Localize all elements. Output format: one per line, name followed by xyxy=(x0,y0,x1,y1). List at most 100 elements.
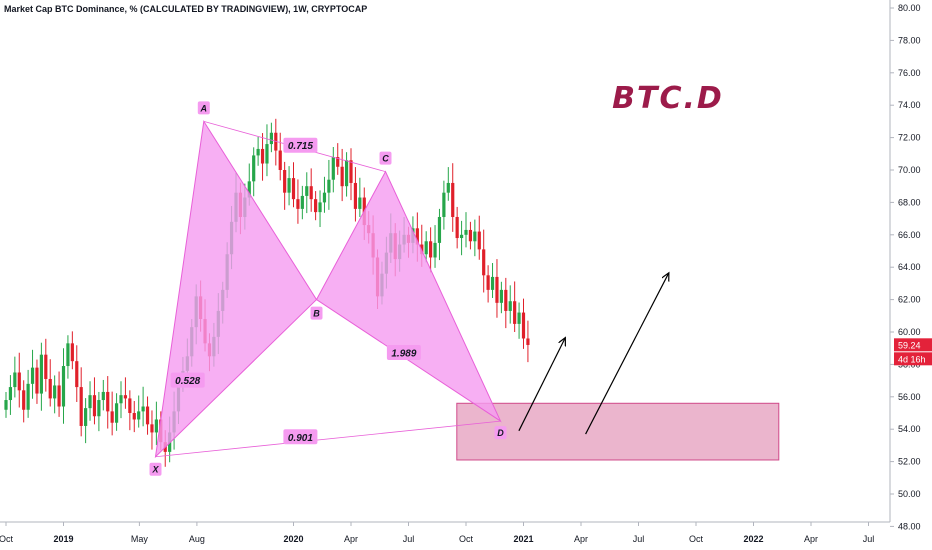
candle xyxy=(486,265,490,303)
y-tick-label: 56.00 xyxy=(898,392,921,402)
x-tick-label: 2020 xyxy=(283,534,303,544)
x-tick-label: Oct xyxy=(0,534,13,544)
candle xyxy=(495,259,499,318)
candle xyxy=(477,215,481,260)
pattern-point-x: X xyxy=(149,462,162,476)
candle-body xyxy=(477,231,481,250)
candle xyxy=(437,208,442,261)
pattern-point-label: B xyxy=(313,309,320,319)
candle xyxy=(296,179,300,224)
candle-body xyxy=(260,148,265,164)
candle-body xyxy=(437,216,442,243)
candle-body xyxy=(84,408,88,426)
candle-body xyxy=(4,400,8,410)
candle xyxy=(344,152,349,197)
y-tick-label: 74.00 xyxy=(898,100,921,110)
candle xyxy=(119,381,123,419)
candle xyxy=(128,390,132,431)
candle-body xyxy=(53,385,57,399)
candle-body xyxy=(451,182,455,217)
candle-body xyxy=(358,197,362,209)
ratio-box xyxy=(283,429,318,445)
candle-body xyxy=(278,150,282,170)
candle-body xyxy=(145,406,150,425)
ratio-box xyxy=(170,372,205,388)
candle-body xyxy=(455,216,459,239)
chart-title: Market Cap BTC Dominance, % (CALCULATED … xyxy=(4,4,368,14)
candle-body xyxy=(101,391,105,401)
candle xyxy=(101,379,105,411)
candle xyxy=(459,220,464,256)
candle-body xyxy=(517,312,521,324)
candle-body xyxy=(513,301,517,324)
candle-body xyxy=(415,228,419,245)
candle xyxy=(327,159,331,210)
candle-body xyxy=(154,419,158,433)
candle xyxy=(446,167,450,201)
candle xyxy=(442,180,446,230)
pattern-triangle-xab xyxy=(154,119,318,459)
candle-body xyxy=(318,202,322,213)
candle xyxy=(154,401,158,446)
pattern-point-label: D xyxy=(497,428,504,438)
candle xyxy=(314,191,318,221)
candle xyxy=(331,146,335,193)
candle-body xyxy=(526,338,530,345)
candle xyxy=(464,212,468,248)
candle xyxy=(499,281,503,314)
candle xyxy=(145,396,150,435)
current-price-text: 59.24 xyxy=(898,340,921,350)
countdown-text: 4d 16h xyxy=(898,354,926,364)
ratio-box xyxy=(386,345,421,361)
ratio-text: 0.901 xyxy=(288,433,313,444)
pattern-point-d: D xyxy=(494,426,507,440)
candle-body xyxy=(495,276,499,303)
x-tick-label: Apr xyxy=(574,534,588,544)
x-tick-label: May xyxy=(131,534,149,544)
candle-body xyxy=(331,157,335,180)
x-tick-label: 2019 xyxy=(53,534,73,544)
x-tick-label: Jul xyxy=(403,534,415,544)
candle xyxy=(17,352,21,408)
candle-body xyxy=(442,192,446,217)
candle xyxy=(336,143,340,175)
candle-body xyxy=(92,395,97,417)
candle xyxy=(358,177,362,217)
candle-body xyxy=(75,361,79,388)
x-tick-label: 2021 xyxy=(513,534,533,544)
candle xyxy=(283,161,287,210)
countdown-bg xyxy=(894,352,932,366)
pattern-triangle-bcd xyxy=(315,170,502,423)
candle xyxy=(353,167,358,222)
candle xyxy=(305,172,309,214)
x-tick-label: Apr xyxy=(344,534,358,544)
candle-body xyxy=(61,366,66,407)
candle xyxy=(88,381,92,421)
candle-body xyxy=(119,395,123,404)
candle-body xyxy=(327,179,331,193)
candle-body xyxy=(17,372,21,391)
x-tick-label: Oct xyxy=(459,534,474,544)
candle xyxy=(504,277,508,329)
candle-body xyxy=(30,367,35,384)
current-price-tag: 59.24 xyxy=(894,338,932,352)
pattern-point-a: A xyxy=(197,101,210,115)
candle-body xyxy=(141,406,145,412)
candle-body xyxy=(490,276,495,290)
candle-body xyxy=(88,395,92,409)
candle-body xyxy=(473,231,477,242)
candle-body xyxy=(247,181,251,198)
candle-body xyxy=(35,367,39,394)
candle xyxy=(429,227,433,273)
candle xyxy=(322,176,327,213)
candle-body xyxy=(344,160,349,187)
pattern-point-box xyxy=(310,306,323,320)
y-tick-label: 66.00 xyxy=(898,230,921,240)
pattern-point-c: C xyxy=(379,151,392,165)
ratio-label: 1.989 xyxy=(386,345,421,361)
candle-body xyxy=(66,343,70,367)
candle xyxy=(482,229,486,293)
candle-body xyxy=(504,289,508,311)
candle xyxy=(114,393,119,431)
